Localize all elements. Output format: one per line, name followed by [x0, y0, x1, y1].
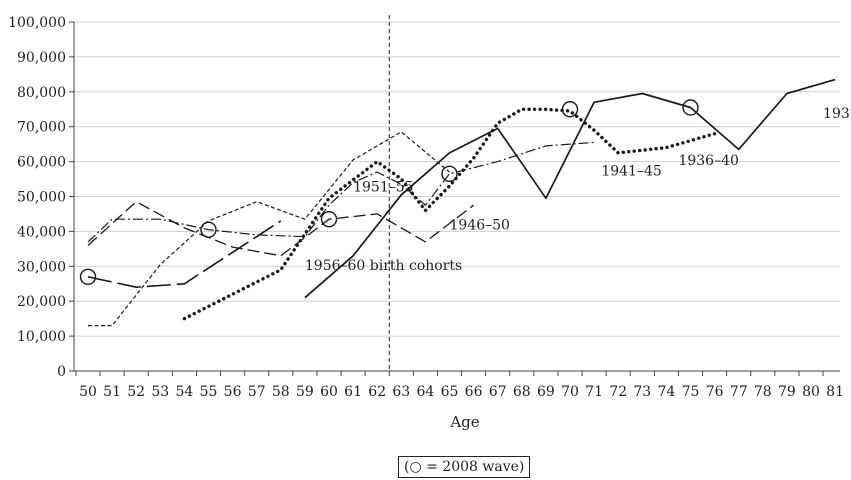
- series-line-3: [87, 201, 474, 257]
- y-tick-label: 30,000: [17, 259, 66, 275]
- x-tick-label: 56: [224, 384, 242, 400]
- x-tick-label: 69: [537, 384, 555, 400]
- series-label-5: 1956–60 birth cohorts: [305, 258, 462, 274]
- x-tick-label: 53: [151, 384, 169, 400]
- wave-2008-marker: [561, 101, 579, 118]
- x-tick-label: 67: [489, 384, 507, 400]
- x-tick-label: 52: [127, 384, 145, 400]
- x-tick-label: 77: [730, 384, 748, 400]
- x-tick-label: 78: [754, 384, 772, 400]
- series-line-4: [88, 131, 450, 327]
- series-line-2: [87, 141, 595, 243]
- x-tick-label: 50: [79, 384, 97, 400]
- x-tick-label: 65: [441, 384, 459, 400]
- wave-2008-marker: [200, 221, 217, 238]
- series-label-2: 1941–45: [601, 164, 661, 180]
- x-tick-label: 62: [368, 384, 386, 400]
- y-tick-label: 20,000: [17, 294, 66, 310]
- x-tick-label: 76: [706, 384, 724, 400]
- y-tick-label: 40,000: [17, 224, 66, 240]
- axes: [69, 21, 840, 376]
- y-tick-label: 60,000: [17, 155, 66, 171]
- x-tick-label: 72: [609, 384, 627, 400]
- series-label-4: 1951–55: [353, 179, 413, 195]
- x-tick-label: 60: [320, 384, 338, 400]
- x-tick-label: 71: [585, 384, 603, 400]
- y-tick-label: 10,000: [17, 329, 66, 345]
- x-tick-label: 73: [633, 384, 651, 400]
- wave-2008-marker: [79, 268, 97, 285]
- x-tick-label: 68: [513, 384, 531, 400]
- series-line-5: [87, 220, 282, 289]
- x-tick-label: 80: [802, 384, 820, 400]
- x-tick-label: 59: [296, 384, 314, 400]
- series-label-1: 1936–40: [678, 153, 738, 169]
- wave-2008-marker: [441, 165, 458, 183]
- x-tick-label: 61: [344, 384, 362, 400]
- x-tick-labels: 50 51 52 53 54 55 56 57 58 59 60 61 62 63 64 65 66 67 68 69…: [79, 384, 844, 400]
- x-tick-label: 58: [272, 384, 290, 400]
- y-tick-label: 100,000: [8, 15, 66, 31]
- series-line-1: [182, 107, 717, 321]
- wave-2008-marker: [320, 210, 338, 228]
- x-axis-title: Age: [449, 413, 479, 431]
- x-tick-label: 63: [392, 384, 410, 400]
- x-tick-label: 79: [778, 384, 796, 400]
- x-tick-label: 51: [103, 384, 121, 400]
- y-tick-label: 70,000: [17, 120, 66, 136]
- series-lines: [87, 78, 836, 327]
- wave-2008-markers: [79, 99, 699, 285]
- x-tick-label: 55: [200, 384, 218, 400]
- legend-note: (○ = 2008 wave): [398, 456, 531, 478]
- x-tick-label: 57: [248, 384, 266, 400]
- y-tick-label: 90,000: [17, 50, 66, 66]
- x-tick-label: 74: [657, 384, 675, 400]
- y-tick-label: 0: [57, 364, 66, 380]
- series-line-0: [304, 78, 836, 299]
- y-tick-label: 80,000: [17, 85, 66, 101]
- x-tick-label: 81: [826, 384, 844, 400]
- x-tick-label: 66: [465, 384, 483, 400]
- series-label-3: 1946–50: [450, 218, 510, 234]
- x-tick-label: 70: [561, 384, 579, 400]
- x-tick-label: 75: [682, 384, 700, 400]
- x-tick-label: 54: [175, 384, 193, 400]
- y-tick-label: 50,000: [17, 190, 66, 206]
- wave-2008-marker: [682, 99, 699, 116]
- y-tick-labels: 0 10,000 20,000 30,000 40,000 50,000 60,000 70,…: [8, 15, 66, 380]
- x-tick-label: 64: [416, 384, 434, 400]
